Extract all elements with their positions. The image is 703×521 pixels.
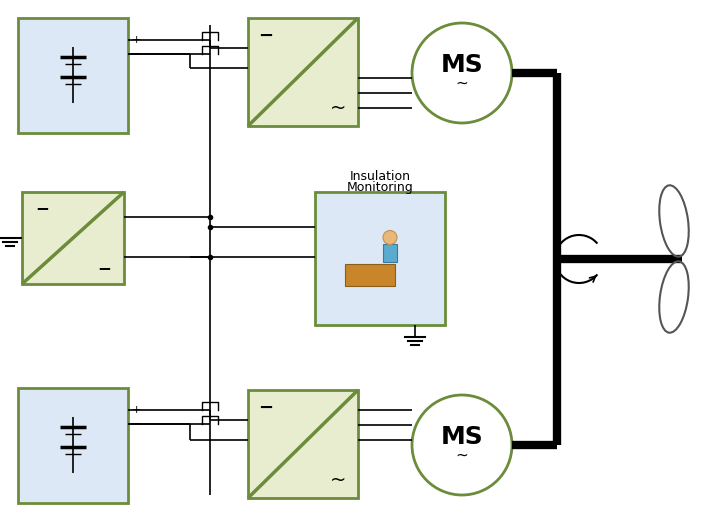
Bar	[345, 264, 395, 286]
Text: ~: ~	[456, 76, 468, 91]
Text: Monitoring: Monitoring	[347, 181, 413, 194]
Circle shape	[383, 230, 397, 244]
Text: MS: MS	[441, 425, 484, 449]
Text: ~: ~	[330, 470, 346, 490]
Bar	[18, 18, 128, 133]
Bar	[18, 388, 128, 503]
Text: +: +	[132, 405, 141, 415]
Bar	[315, 192, 445, 325]
Bar	[248, 390, 358, 498]
Text: −: −	[132, 49, 141, 59]
Text: −: −	[35, 199, 49, 217]
Text: ~: ~	[456, 448, 468, 463]
Text: +: +	[132, 35, 141, 45]
Text: MS: MS	[441, 53, 484, 77]
Text: Insulation: Insulation	[349, 169, 411, 182]
Text: ~: ~	[330, 98, 346, 118]
Text: −: −	[97, 259, 111, 277]
Bar	[248, 18, 358, 126]
Text: −: −	[259, 399, 273, 417]
Text: −: −	[259, 27, 273, 45]
Bar	[22, 192, 124, 284]
Bar	[383, 243, 397, 262]
Circle shape	[412, 395, 512, 495]
Text: −: −	[132, 419, 141, 429]
Circle shape	[412, 23, 512, 123]
